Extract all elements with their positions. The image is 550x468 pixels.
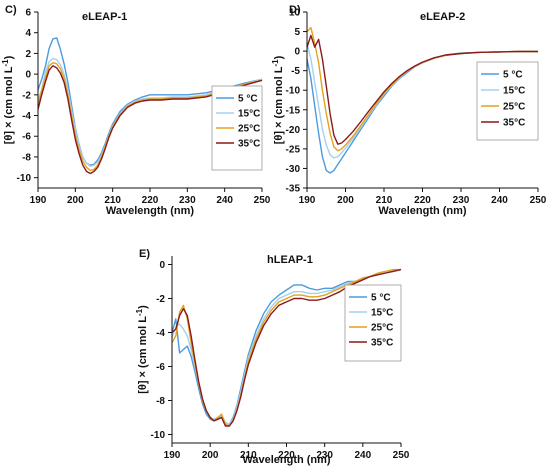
- x-tick-label: 240: [491, 195, 508, 206]
- y-axis-label-main: [θ] × (cm mol L: [3, 66, 15, 144]
- y-tick-label: -25: [286, 144, 301, 155]
- y-tick-label: -2: [22, 90, 31, 101]
- legend: 5 °C 15°C 25°C 35°C: [344, 284, 402, 362]
- x-tick-label: 220: [142, 195, 159, 206]
- y-tick-label: -5: [291, 66, 300, 77]
- legend-entry: 15°C: [238, 109, 260, 120]
- series-line-1: [37, 37, 263, 166]
- x-axis-label: Wavelength (nm): [106, 205, 195, 217]
- chart-title: eLEAP-2: [420, 11, 465, 23]
- y-axis-label-end: ): [3, 55, 15, 59]
- legend-box: [476, 61, 539, 141]
- legend-entry: 25°C: [238, 124, 260, 135]
- series-line-4: [37, 65, 263, 175]
- y-axis-label-superscript: -1: [1, 59, 10, 67]
- y-axis-label-end: ): [273, 55, 285, 59]
- x-tick-label: 240: [354, 450, 371, 461]
- x-tick-label: 220: [414, 195, 431, 206]
- y-tick-label: -4: [156, 328, 165, 339]
- legend-entry: 5 °C: [371, 293, 391, 304]
- legend-entry: 25°C: [503, 102, 525, 113]
- y-tick-label: 6: [25, 8, 31, 19]
- series-line-2: [37, 57, 263, 167]
- series-line-1: [171, 268, 402, 425]
- legend-entry: 35°C: [238, 139, 260, 150]
- y-tick-label: 0: [294, 47, 300, 58]
- y-tick-label: -8: [156, 396, 165, 407]
- y-tick-label: -6: [156, 362, 165, 373]
- series-line-3: [37, 62, 263, 172]
- y-tick-label: -4: [22, 111, 31, 122]
- y-tick-label: -6: [22, 132, 31, 143]
- y-tick-label: -15: [286, 105, 301, 116]
- legend-entry: 25°C: [371, 323, 393, 334]
- panel-label: D): [289, 4, 301, 16]
- y-axis-label: [θ] × (cm mol L-1): [135, 305, 149, 394]
- x-tick-label: 240: [216, 195, 233, 206]
- y-tick-label: 4: [25, 28, 31, 39]
- y-tick-label: -2: [156, 294, 165, 305]
- y-axis-label: [θ] × (cm mol L-1): [1, 55, 15, 144]
- x-tick-label: 230: [179, 195, 196, 206]
- x-tick-label: 250: [254, 195, 271, 206]
- y-tick-label: 10: [289, 8, 301, 19]
- y-axis-label-main: [θ] × (cm mol L: [273, 66, 285, 144]
- panel-label: C): [5, 4, 17, 16]
- legend: 5 °C 15°C 25°C 35°C: [476, 61, 539, 141]
- y-tick-label: 2: [25, 49, 31, 60]
- x-tick-label: 190: [30, 195, 47, 206]
- y-axis-label: [θ] × (cm mol L-1): [271, 55, 285, 144]
- x-tick-label: 200: [202, 450, 219, 461]
- x-tick-label: 200: [67, 195, 84, 206]
- y-tick-label: -20: [286, 125, 301, 136]
- x-tick-label: 210: [240, 450, 257, 461]
- x-tick-label: 210: [104, 195, 121, 206]
- chart-title: hLEAP-1: [267, 254, 313, 266]
- legend-entry: 5 °C: [238, 94, 258, 105]
- y-tick-label: -10: [286, 86, 301, 97]
- x-tick-label: 210: [376, 195, 393, 206]
- x-tick-label: 250: [393, 450, 410, 461]
- legend-entry: 15°C: [371, 308, 393, 319]
- x-tick-label: 190: [164, 450, 181, 461]
- series-line-4: [306, 34, 538, 145]
- x-axis-label: Wavelength (nm): [378, 205, 467, 217]
- y-tick-label: -8: [22, 152, 31, 163]
- x-tick-label: 200: [337, 195, 354, 206]
- legend-entry: 5 °C: [503, 70, 523, 81]
- y-tick-label: -10: [17, 173, 32, 184]
- x-tick-label: 230: [316, 450, 333, 461]
- x-tick-label: 220: [278, 450, 295, 461]
- y-tick-label: 0: [25, 70, 31, 81]
- x-axis-label: Wavelength (nm): [242, 454, 331, 466]
- legend-entry: 15°C: [503, 86, 525, 97]
- legend: 5 °C 15°C 25°C 35°C: [211, 85, 263, 171]
- chart-panel-eleap-2: D) eLEAP-2 190 200 210 220 230 240 250 -35 -30 -25 -…: [271, 4, 547, 217]
- x-tick-label: 190: [299, 195, 316, 206]
- legend-entry: 35°C: [503, 118, 525, 129]
- y-axis-label-superscript: -1: [135, 308, 144, 316]
- y-tick-label: -30: [286, 164, 301, 175]
- chart-title: eLEAP-1: [82, 11, 127, 23]
- y-tick-label: 0: [159, 260, 165, 271]
- y-axis-label-end: ): [137, 305, 149, 309]
- y-axis-label-main: [θ] × (cm mol L: [137, 316, 149, 394]
- y-axis-label-superscript: -1: [271, 59, 280, 67]
- legend-entry: 35°C: [371, 338, 393, 349]
- x-tick-label: 250: [530, 195, 547, 206]
- y-tick-label: -10: [151, 430, 166, 441]
- x-tick-label: 230: [453, 195, 470, 206]
- panel-label: E): [139, 248, 150, 260]
- y-tick-label: -35: [286, 184, 301, 195]
- y-tick-label: 5: [294, 27, 300, 38]
